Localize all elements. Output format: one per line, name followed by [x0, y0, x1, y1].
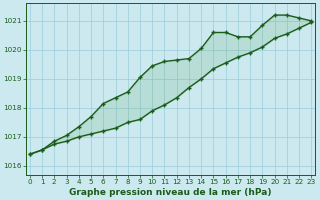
X-axis label: Graphe pression niveau de la mer (hPa): Graphe pression niveau de la mer (hPa)	[69, 188, 272, 197]
